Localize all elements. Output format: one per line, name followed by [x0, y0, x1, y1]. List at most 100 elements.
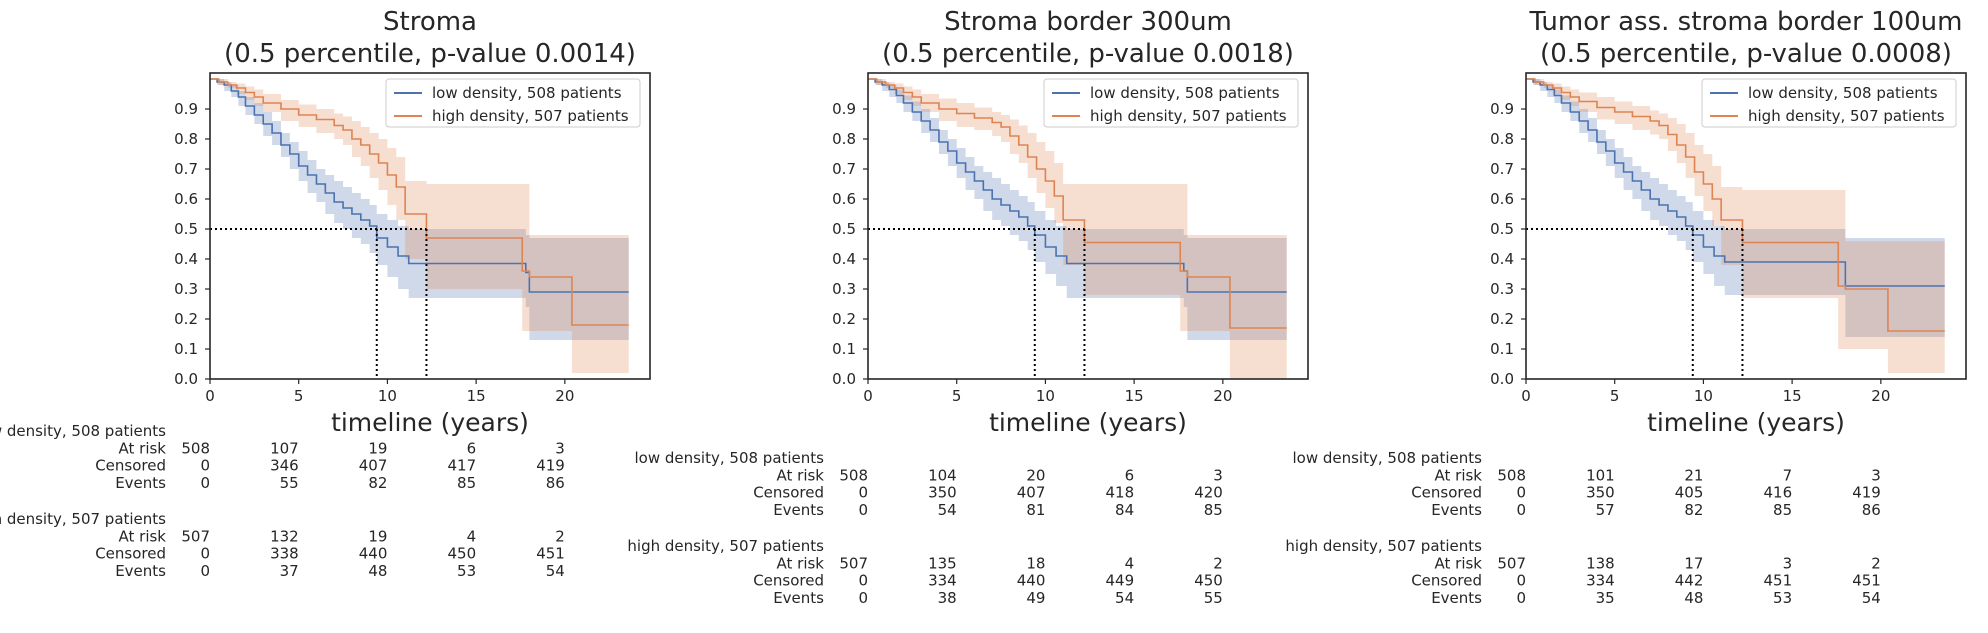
risk-table-group-title: high density, 507 patients — [627, 537, 824, 555]
risk-table-value: 0 — [1516, 501, 1526, 519]
risk-table-row-label: Censored — [1411, 572, 1482, 590]
risk-table-value: 2 — [1871, 554, 1881, 572]
risk-table-row-label: Events — [115, 474, 166, 492]
x-tick-label: 0 — [863, 387, 873, 405]
risk-table-value: 55 — [280, 474, 299, 492]
risk-table-value: 450 — [447, 545, 476, 563]
km-panel-1: Stroma(0.5 percentile, p-value 0.0014) 0.… — [0, 7, 651, 580]
risk-table-value: 405 — [1675, 484, 1704, 502]
y-tick-label: 0.1 — [1490, 340, 1514, 358]
risk-table-row-label: At risk — [777, 554, 825, 572]
risk-table-value: 82 — [368, 474, 387, 492]
risk-table-value: 419 — [536, 457, 565, 475]
legend-label-low: low density, 508 patients — [1748, 84, 1938, 102]
risk-table-row-label: Events — [773, 501, 824, 519]
risk-table-row-label: At risk — [1435, 466, 1483, 484]
risk-table-value: 407 — [359, 457, 388, 475]
risk-table-value: 54 — [546, 562, 565, 580]
risk-table-value: 0 — [858, 572, 868, 590]
chart-title: Stroma — [383, 7, 477, 37]
risk-table-value: 107 — [270, 439, 299, 457]
survival-line-low — [210, 78, 629, 293]
risk-table-row-label: At risk — [119, 439, 167, 457]
chart-title: Tumor ass. stroma border 100um — [1529, 7, 1963, 37]
risk-table-value: 0 — [200, 474, 210, 492]
risk-table-value: 6 — [467, 439, 477, 457]
risk-table-value: 0 — [858, 501, 868, 519]
x-tick-label: 20 — [555, 387, 574, 405]
legend-label-high: high density, 507 patients — [432, 107, 629, 125]
risk-table-value: 132 — [270, 527, 299, 545]
risk-table-value: 85 — [1773, 501, 1792, 519]
risk-table-value: 85 — [457, 474, 476, 492]
legend-box — [1043, 78, 1299, 128]
ci-band-high — [1526, 79, 1945, 373]
risk-table-row-label: Censored — [753, 484, 824, 502]
risk-table-value: 0 — [200, 562, 210, 580]
x-tick-label: 10 — [1036, 387, 1055, 405]
y-tick-label: 0.2 — [832, 310, 856, 328]
risk-table-value: 82 — [1684, 501, 1703, 519]
legend-label-high: high density, 507 patients — [1090, 107, 1287, 125]
x-tick-label: 5 — [952, 387, 962, 405]
survival-line-high — [210, 78, 629, 326]
x-tick-label: 15 — [1783, 387, 1802, 405]
risk-table-value: 338 — [270, 545, 299, 563]
y-tick-label: 0.1 — [832, 340, 856, 358]
risk-table-value: 84 — [1115, 501, 1134, 519]
x-tick-label: 10 — [378, 387, 397, 405]
risk-table-value: 37 — [280, 562, 299, 580]
risk-table-value: 81 — [1026, 501, 1045, 519]
y-tick-label: 0.6 — [174, 190, 198, 208]
risk-table-value: 418 — [1105, 484, 1134, 502]
y-tick-label: 0.4 — [832, 250, 856, 268]
risk-table-row-label: Censored — [1411, 484, 1482, 502]
risk-table-group-title: high density, 507 patients — [0, 510, 166, 528]
risk-table-value: 417 — [447, 457, 476, 475]
risk-table-value: 54 — [1862, 589, 1881, 607]
y-tick-label: 0.5 — [832, 220, 856, 238]
y-tick-label: 0.3 — [1490, 280, 1514, 298]
risk-table-value: 86 — [546, 474, 565, 492]
y-tick-label: 0.7 — [1490, 160, 1514, 178]
risk-table-value: 334 — [928, 572, 957, 590]
risk-table-value: 135 — [928, 554, 957, 572]
risk-table-value: 451 — [1763, 572, 1792, 590]
risk-table-value: 86 — [1862, 501, 1881, 519]
chart-subtitle: (0.5 percentile, p-value 0.0014) — [224, 39, 636, 69]
risk-table-value: 3 — [1871, 466, 1881, 484]
risk-table-value: 48 — [1684, 589, 1703, 607]
risk-table-value: 53 — [457, 562, 476, 580]
legend-box — [385, 78, 641, 128]
risk-table-value: 21 — [1684, 466, 1703, 484]
risk-table-value: 350 — [928, 484, 957, 502]
y-tick-label: 0.8 — [832, 130, 856, 148]
risk-table-value: 6 — [1125, 466, 1135, 484]
risk-table-value: 508 — [181, 439, 210, 457]
y-tick-label: 0.8 — [1490, 130, 1514, 148]
risk-table-row-label: Censored — [753, 572, 824, 590]
y-tick-label: 0.0 — [174, 370, 198, 388]
survival-line-high — [1526, 78, 1945, 332]
risk-table-row-label: Events — [1431, 501, 1482, 519]
y-tick-label: 0.9 — [832, 100, 856, 118]
x-tick-label: 15 — [467, 387, 486, 405]
risk-table-value: 57 — [1596, 501, 1615, 519]
risk-table-value: 451 — [1852, 572, 1881, 590]
survival-line-low — [868, 78, 1287, 293]
y-tick-label: 0.1 — [174, 340, 198, 358]
y-tick-label: 0.7 — [832, 160, 856, 178]
risk-table-value: 0 — [1516, 589, 1526, 607]
risk-table-value: 507 — [181, 527, 210, 545]
y-tick-label: 0.2 — [1490, 310, 1514, 328]
risk-table-row-label: Events — [1431, 589, 1482, 607]
risk-table-group-title: low density, 508 patients — [0, 422, 166, 440]
risk-table-group-title: low density, 508 patients — [1292, 449, 1482, 467]
risk-table-value: 451 — [536, 545, 565, 563]
risk-table-value: 138 — [1586, 554, 1615, 572]
x-tick-label: 20 — [1871, 387, 1890, 405]
risk-table-value: 38 — [938, 589, 957, 607]
risk-table-value: 2 — [1213, 554, 1223, 572]
risk-table-value: 4 — [467, 527, 477, 545]
